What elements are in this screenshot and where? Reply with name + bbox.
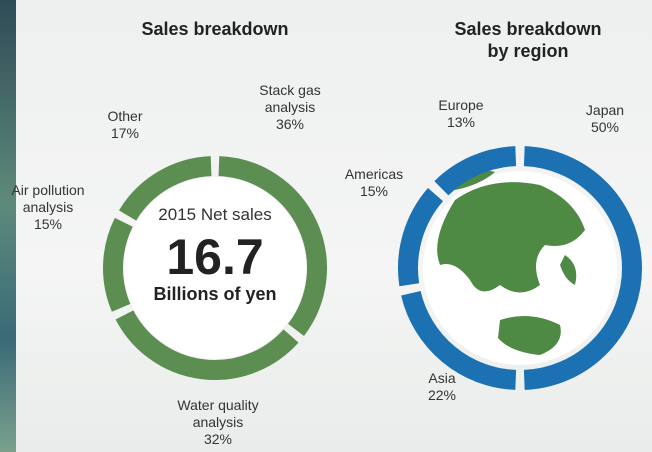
chart-title: Sales breakdown by region (454, 19, 602, 61)
segment-label: Europe 13% (431, 97, 491, 131)
value-label: 15% (33, 216, 63, 232)
background-photo-strip (0, 0, 16, 452)
value-label: 13% (446, 114, 476, 130)
value-label: 36% (275, 116, 305, 132)
donut-segment (523, 146, 642, 390)
segment-label: Japan 50% (575, 102, 635, 136)
value-label: 15% (359, 183, 389, 199)
category-label: Air pollution analysis (11, 182, 85, 215)
segment-label: Water quality analysis 32% (158, 397, 278, 448)
chart-title: Sales breakdown (141, 19, 289, 39)
donut-segment (434, 146, 517, 196)
category-label: Water quality analysis (177, 397, 259, 430)
category-label: Americas (344, 166, 404, 182)
category-label: Asia (428, 370, 456, 386)
segment-label: Air pollution analysis 15% (0, 182, 98, 233)
donut-segment (115, 310, 299, 380)
value-label: 22% (427, 387, 457, 403)
donut-segment (118, 156, 212, 221)
donut-segment (398, 187, 444, 287)
donut-segment (401, 290, 517, 390)
segment-label: Stack gas analysis 36% (235, 82, 345, 133)
category-label: Japan (585, 102, 625, 118)
globe-land (437, 169, 585, 355)
category-label: Stack gas analysis (259, 82, 321, 115)
segment-label: Other 17% (95, 108, 155, 142)
category-label: Europe (438, 97, 484, 113)
donut-segment (218, 156, 327, 337)
center-value: 16.7 (166, 229, 263, 285)
center-unit: Billions of yen (153, 284, 276, 304)
center-label: 2015 Net sales (158, 205, 271, 224)
value-label: 17% (110, 125, 140, 141)
segment-label: Asia 22% (412, 370, 472, 404)
donut-center (124, 177, 306, 359)
category-label: Other (107, 108, 143, 124)
donut-segment (103, 217, 133, 312)
value-label: 50% (590, 119, 620, 135)
value-label: 32% (203, 431, 233, 447)
segment-label: Americas 15% (334, 166, 414, 200)
